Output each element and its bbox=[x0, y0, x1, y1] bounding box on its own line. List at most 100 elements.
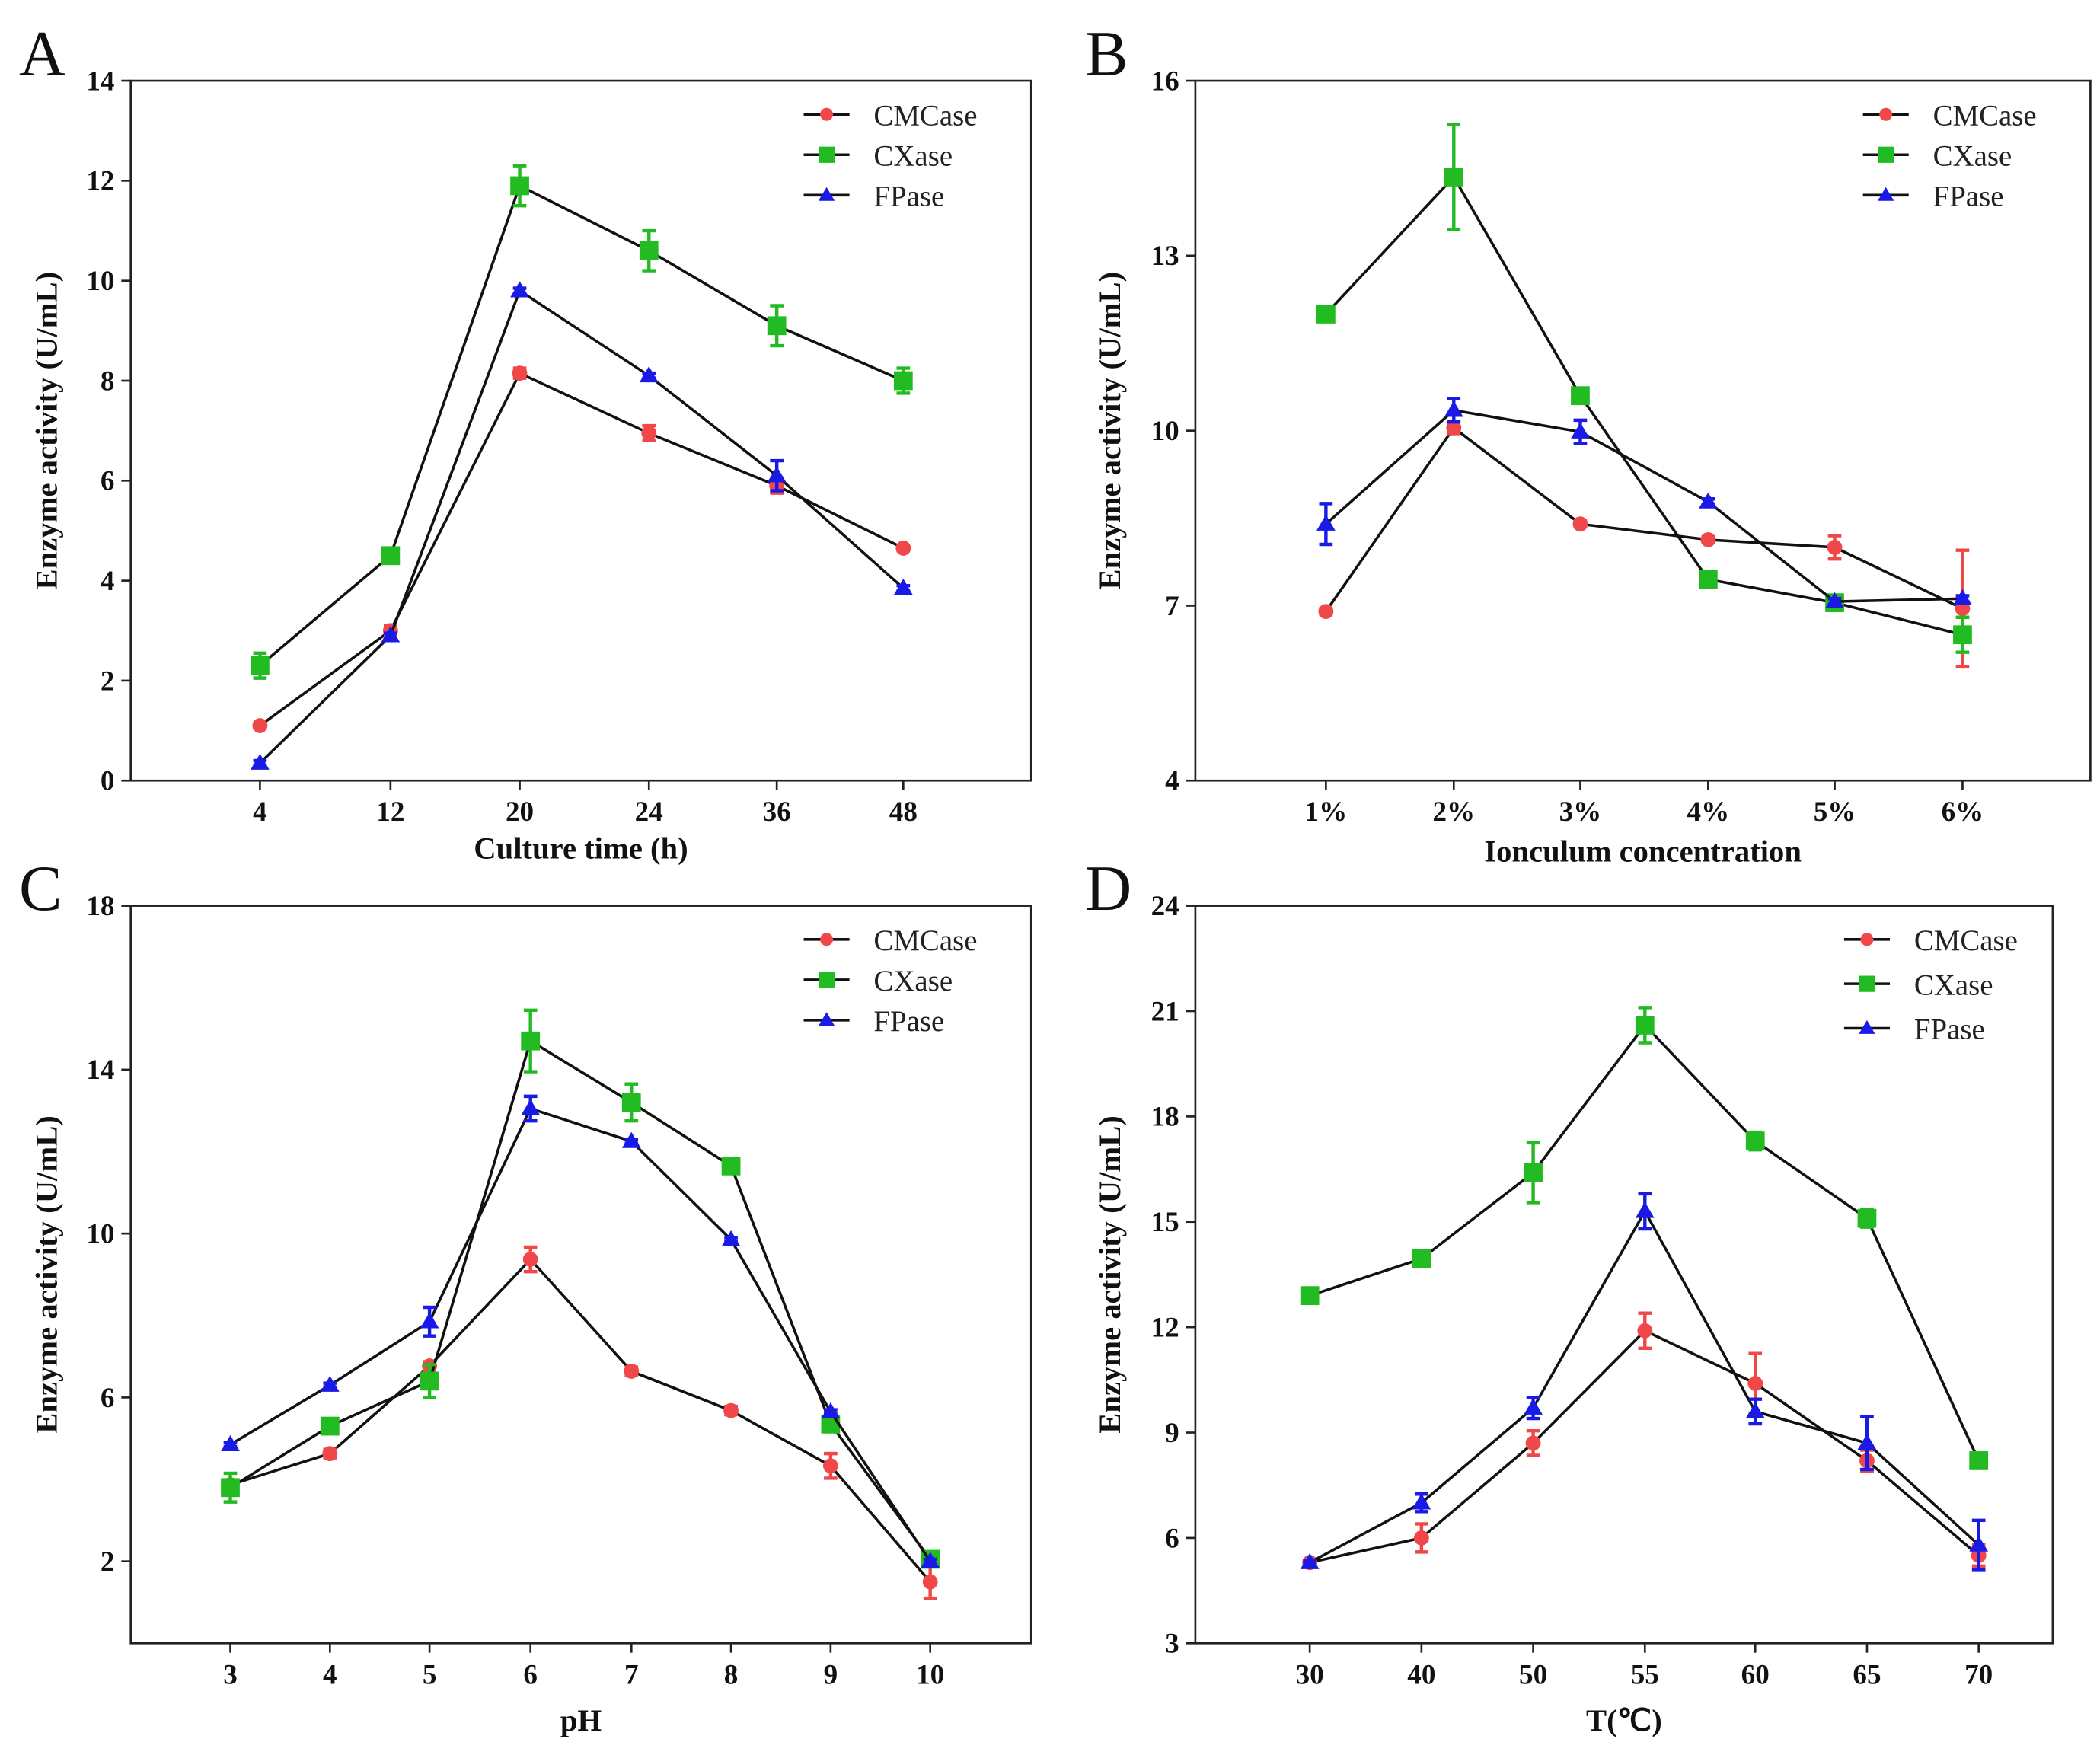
series-line bbox=[1325, 408, 1963, 603]
panel-label: C bbox=[19, 853, 62, 924]
y-tick-label: 3 bbox=[1165, 1629, 1179, 1660]
y-tick-label: 2 bbox=[101, 1546, 115, 1578]
panel-label: D bbox=[1085, 853, 1131, 924]
legend-label: CXase bbox=[873, 965, 953, 997]
data-point bbox=[621, 1131, 641, 1148]
data-point bbox=[1953, 589, 1972, 605]
data-point bbox=[821, 1402, 841, 1418]
legend-item-FPase: FPase bbox=[803, 1005, 944, 1038]
data-point bbox=[1300, 1552, 1320, 1569]
data-point bbox=[1637, 1323, 1653, 1339]
y-tick-label: 8 bbox=[101, 365, 115, 397]
series-CXase bbox=[221, 1008, 940, 1569]
data-point bbox=[1318, 604, 1334, 619]
series-CXase bbox=[1300, 1006, 1989, 1470]
series-CMCase bbox=[1302, 1311, 1987, 1571]
series-line bbox=[229, 1257, 932, 1583]
legend-item-CXase: CXase bbox=[1843, 968, 1993, 1001]
series-CXase bbox=[1316, 123, 1972, 654]
data-point bbox=[1524, 1398, 1543, 1415]
series-FPase bbox=[1300, 1192, 1989, 1572]
data-point bbox=[893, 579, 913, 595]
data-point bbox=[1699, 570, 1718, 589]
y-tick-label: 16 bbox=[1151, 65, 1179, 97]
legend-item-FPase: FPase bbox=[1862, 180, 2003, 212]
x-tick-label: 9 bbox=[824, 1659, 838, 1690]
data-point bbox=[639, 241, 659, 260]
data-point bbox=[322, 1446, 338, 1462]
legend-item-CMCase: CMCase bbox=[1843, 924, 2018, 957]
data-point bbox=[893, 371, 913, 391]
x-tick-label: 4 bbox=[253, 796, 267, 828]
data-point bbox=[921, 1552, 940, 1568]
data-point bbox=[251, 753, 270, 770]
data-point bbox=[1571, 422, 1590, 439]
data-point bbox=[624, 1364, 640, 1379]
data-point bbox=[721, 1156, 741, 1176]
legend-item-CMCase: CMCase bbox=[803, 99, 978, 132]
data-point bbox=[1444, 400, 1463, 417]
x-tick-label: 3% bbox=[1559, 796, 1602, 828]
data-point bbox=[1635, 1201, 1655, 1218]
y-tick-label: 21 bbox=[1151, 996, 1179, 1027]
series-line bbox=[259, 371, 905, 727]
plot-frame bbox=[129, 905, 1032, 1645]
legend-label: CMCase bbox=[873, 924, 977, 957]
x-tick-label: 55 bbox=[1631, 1659, 1659, 1690]
series-CMCase bbox=[1318, 420, 1971, 669]
y-tick-label: 15 bbox=[1151, 1207, 1179, 1238]
y-tick-label: 2 bbox=[101, 665, 115, 697]
data-point bbox=[320, 1375, 340, 1392]
x-tick-label: 4% bbox=[1687, 796, 1730, 828]
legend-item-CXase: CXase bbox=[1862, 139, 2012, 172]
series-line bbox=[259, 289, 905, 764]
data-point bbox=[381, 546, 401, 566]
y-tick-label: 6 bbox=[101, 1383, 115, 1414]
panel-D: D 3 6 9 12 15 18 21 24 30 40 50 55 60 65 70 T(℃) Enzyme a… bbox=[1085, 853, 2054, 1737]
data-point bbox=[1747, 1376, 1763, 1391]
x-axis-label: Culture time (h) bbox=[474, 831, 688, 866]
series-line bbox=[1324, 426, 1964, 613]
x-tick-label: 6% bbox=[1942, 796, 1984, 828]
x-tick-label: 65 bbox=[1853, 1659, 1881, 1690]
series-FPase bbox=[251, 281, 913, 770]
legend-label: CMCase bbox=[1933, 99, 2037, 132]
x-tick-label: 5% bbox=[1814, 796, 1856, 828]
data-point bbox=[1316, 305, 1336, 324]
data-point bbox=[521, 1099, 541, 1115]
data-point bbox=[767, 316, 787, 336]
y-tick-label: 10 bbox=[1151, 416, 1179, 447]
series-line bbox=[1309, 1023, 1980, 1462]
legend-marker bbox=[1879, 107, 1893, 121]
data-point bbox=[1412, 1249, 1431, 1268]
data-point bbox=[1413, 1530, 1429, 1546]
legend-label: CMCase bbox=[873, 99, 977, 132]
y-axis-label: Enzyme activity (U/mL) bbox=[1093, 1115, 1127, 1434]
legend-marker bbox=[1859, 1019, 1875, 1034]
x-axis-label: T(℃) bbox=[1586, 1703, 1662, 1737]
data-point bbox=[767, 466, 787, 483]
y-tick-label: 10 bbox=[86, 266, 114, 297]
data-point bbox=[1524, 1163, 1543, 1182]
data-point bbox=[512, 365, 528, 381]
data-point bbox=[1412, 1493, 1431, 1510]
x-tick-label: 50 bbox=[1519, 1659, 1547, 1690]
x-tick-label: 6 bbox=[523, 1659, 538, 1690]
data-point bbox=[1525, 1435, 1541, 1451]
series-line bbox=[229, 1106, 932, 1562]
x-tick-label: 40 bbox=[1407, 1659, 1435, 1690]
plot-frame bbox=[129, 79, 1032, 782]
data-point bbox=[510, 176, 529, 196]
series-FPase bbox=[1316, 397, 1972, 608]
x-tick-label: 24 bbox=[635, 796, 663, 828]
data-point bbox=[221, 1434, 240, 1451]
data-point bbox=[621, 1093, 641, 1112]
x-tick-label: 48 bbox=[889, 796, 918, 828]
data-point bbox=[641, 426, 657, 441]
y-tick-label: 12 bbox=[86, 166, 114, 197]
x-tick-label: 70 bbox=[1964, 1659, 1993, 1690]
series-line bbox=[229, 1039, 932, 1561]
x-tick-label: 12 bbox=[376, 796, 404, 828]
data-point bbox=[1446, 420, 1462, 436]
